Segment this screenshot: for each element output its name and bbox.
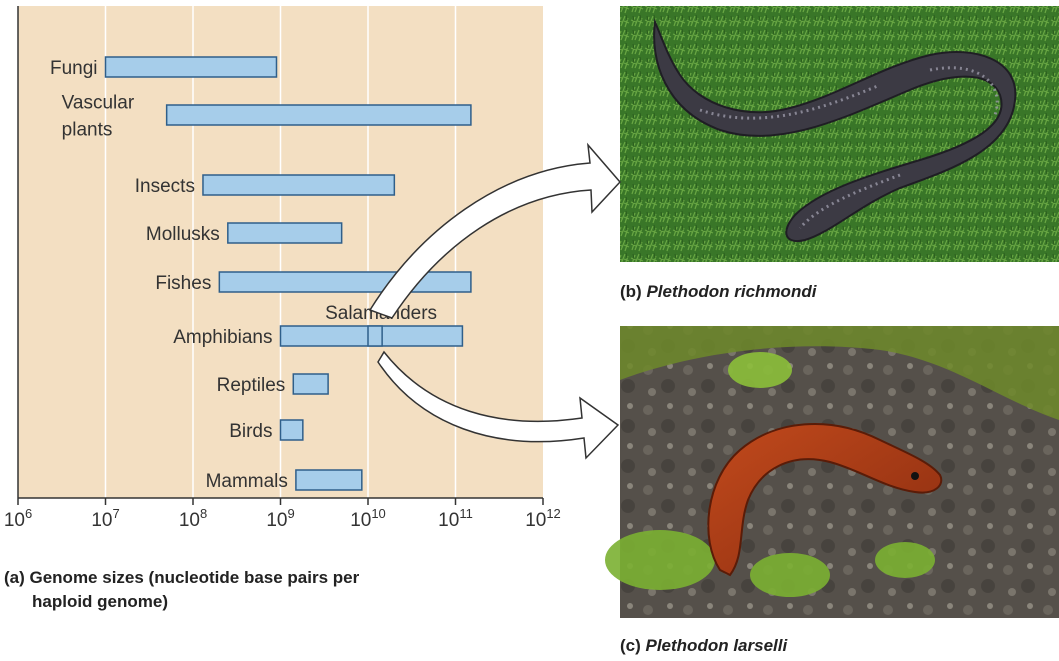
gridlines (104, 6, 457, 498)
photo-plethodon-larselli (605, 326, 1059, 618)
salamander-body-red (707, 423, 943, 577)
bar-vascular-plants (165, 104, 472, 126)
x-tick-label: 107 (91, 506, 119, 531)
bar-mammals (295, 469, 363, 491)
caption-c-species: Plethodon larselli (645, 636, 788, 655)
category-label-reptiles: Reptiles (217, 375, 286, 396)
bar-reptiles (292, 373, 329, 395)
x-tick-label: 1012 (525, 506, 561, 531)
category-label-insects: Insects (135, 176, 195, 197)
bar-insects (202, 174, 396, 196)
category-label-mammals: Mammals (206, 471, 288, 492)
photo-plethodon-richmondi (620, 6, 1059, 262)
caption-c: (c) Plethodon larselli (620, 636, 787, 656)
genome-size-chart: Fungi Vascular plants Insects Mollusks Fishes… (4, 6, 561, 531)
category-labels: Fungi Vascular plants Insects Mollusks Fishes… (50, 58, 437, 492)
x-axis: 106 107 108 109 1010 1011 1012 (4, 6, 561, 531)
arrow-to-photo-c (377, 350, 620, 460)
caption-b-species: Plethodon richmondi (646, 282, 817, 301)
bar-birds (279, 419, 304, 441)
caption-a-line1: Genome sizes (nucleotide base pairs per (29, 568, 360, 587)
x-tick-label: 108 (179, 506, 207, 531)
caption-b-prefix: (b) (620, 282, 647, 301)
category-label-amphibians: Amphibians (173, 327, 272, 348)
x-tick-label: 109 (266, 506, 294, 531)
category-label-vascular-plants: Vascular (62, 93, 135, 114)
arrow-to-photo-b (368, 142, 622, 319)
category-label-fishes: Fishes (155, 273, 211, 294)
x-tick-label: 106 (4, 506, 32, 531)
category-label-birds: Birds (229, 421, 272, 442)
caption-b: (b) Plethodon richmondi (620, 282, 816, 302)
bar-fungi (104, 56, 278, 78)
bar-salamanders (367, 325, 383, 347)
category-label-fungi: Fungi (50, 58, 98, 79)
caption-a-prefix: (a) (4, 568, 30, 587)
salamander-body-dark (653, 18, 1017, 243)
caption-c-prefix: (c) (620, 636, 646, 655)
x-tick-label: 1011 (438, 506, 473, 531)
bar-fishes (218, 271, 472, 293)
caption-a-line2: haploid genome) (32, 592, 168, 611)
category-label-vascular-plants: plants (62, 120, 113, 141)
caption-a: (a) Genome sizes (nucleotide base pairs … (4, 566, 524, 614)
x-tick-label: 1010 (350, 506, 386, 531)
bar-mollusks (227, 222, 343, 244)
category-label-mollusks: Mollusks (146, 224, 220, 245)
